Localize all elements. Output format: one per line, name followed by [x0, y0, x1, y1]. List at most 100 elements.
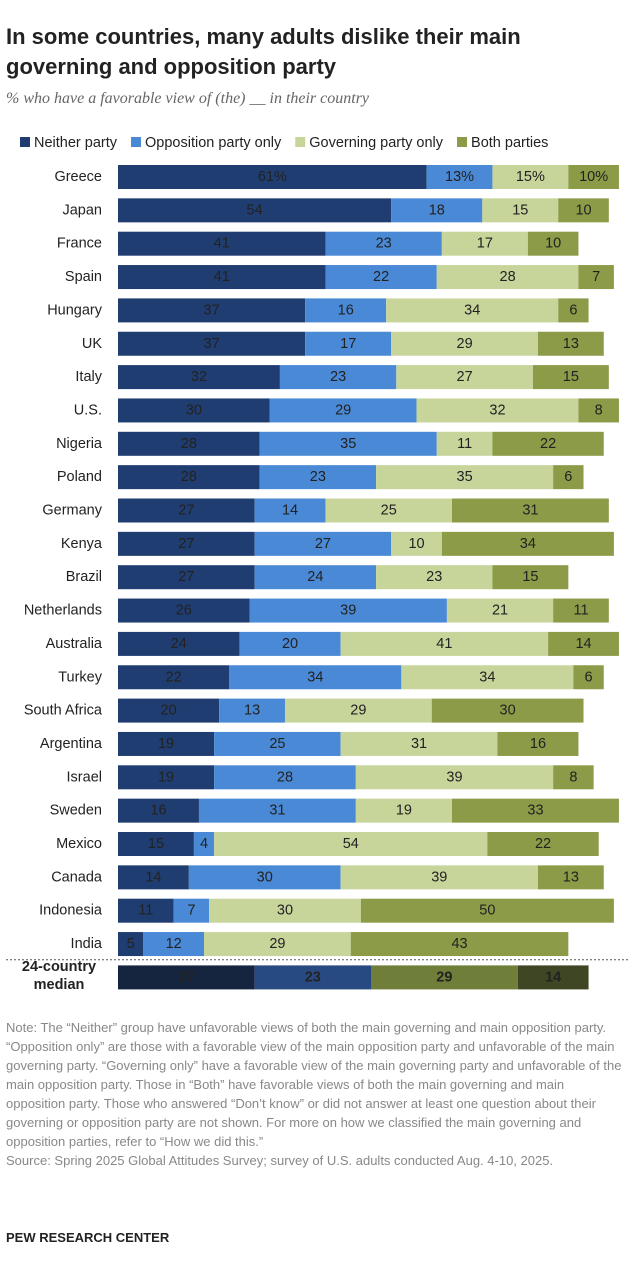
bar-segment [340, 865, 538, 890]
bar-segment [214, 731, 341, 756]
bar-segment [118, 331, 306, 356]
bar-segment [386, 298, 559, 323]
value-label: 20 [161, 703, 177, 719]
value-label: 29 [269, 936, 285, 952]
bar-segment [340, 731, 498, 756]
value-label: 13% [445, 169, 474, 185]
median-segment [118, 965, 255, 990]
value-label: 34 [479, 669, 495, 685]
median-value-label: 29 [436, 969, 452, 985]
bar-segment [118, 498, 255, 523]
category-label: Argentina [40, 736, 103, 752]
bar-segment [229, 665, 402, 690]
bar-segment [118, 698, 220, 723]
value-label: 13 [244, 703, 260, 719]
bar-segment [118, 598, 250, 623]
value-label: 43 [451, 936, 467, 952]
bar-segment [355, 765, 554, 790]
bar-segment [198, 798, 356, 823]
bar-segment [441, 231, 528, 256]
bar-segment [441, 531, 614, 556]
bar-segment [118, 465, 260, 490]
bar-segment [254, 498, 326, 523]
category-label: UK [82, 336, 102, 352]
category-label: France [57, 236, 102, 252]
value-label: 25 [381, 503, 397, 519]
value-label: 27 [315, 536, 331, 552]
median-segment [254, 965, 371, 990]
value-label: 27 [457, 369, 473, 385]
value-label: 31 [269, 803, 285, 819]
value-label: 15% [516, 169, 545, 185]
bar-segment [492, 565, 569, 590]
value-label: 15 [522, 569, 538, 585]
bar-segment [401, 665, 574, 690]
value-label: 25 [269, 736, 285, 752]
bar-segment [446, 598, 554, 623]
value-label: 30 [500, 703, 516, 719]
bar-segment [451, 798, 619, 823]
median-value-label: 27 [178, 969, 194, 985]
value-label: 6 [569, 302, 577, 318]
median-label: 24-country median [21, 959, 97, 994]
bar-segment [350, 932, 569, 957]
value-label: 27 [178, 536, 194, 552]
bar-segment [173, 898, 210, 923]
bar-segment [143, 932, 205, 957]
value-label: 30 [257, 869, 273, 885]
value-label: 30 [186, 402, 202, 418]
median-value-label: 23 [305, 969, 321, 985]
value-label: 11 [573, 603, 588, 619]
bar-segment [548, 631, 619, 656]
bar-segment [426, 165, 493, 189]
value-label: 27 [178, 503, 194, 519]
value-label: 33 [527, 803, 543, 819]
value-label: 19 [396, 803, 412, 819]
value-label: 29 [350, 703, 366, 719]
value-label: 10% [579, 169, 608, 185]
bar-segment [487, 832, 599, 856]
category-label: Hungary [47, 302, 103, 318]
value-label: 32 [191, 369, 207, 385]
value-label: 23 [310, 469, 326, 485]
legend-swatch [295, 137, 306, 147]
value-label: 13 [563, 336, 579, 352]
bar-segment [214, 832, 488, 856]
bar-segment [193, 832, 215, 856]
category-label: Indonesia [39, 903, 103, 919]
value-label: 35 [340, 436, 356, 452]
bar-segment [492, 431, 604, 456]
category-label: Poland [57, 469, 102, 485]
value-label: 54 [343, 836, 359, 852]
bar-segment [553, 598, 609, 623]
value-label: 41 [214, 269, 230, 285]
bar-segment [118, 365, 280, 390]
median-segment [517, 965, 589, 990]
bar-segment [259, 465, 377, 490]
value-label: 39 [340, 603, 356, 619]
chart-subtitle: % who have a favorable view of (the) __ … [6, 90, 370, 107]
category-label: Sweden [50, 803, 102, 819]
value-label: 28 [181, 469, 197, 485]
bar-segment [391, 198, 483, 223]
value-label: 17 [477, 236, 493, 252]
category-label: Japan [62, 202, 102, 218]
category-label: Spain [65, 269, 102, 285]
value-label: 24 [307, 569, 323, 585]
value-label: 10 [575, 202, 591, 218]
value-label: 31 [522, 503, 538, 519]
bar-segment [355, 798, 452, 823]
value-label: 15 [512, 202, 528, 218]
value-label: 28 [500, 269, 516, 285]
bar-segment [118, 832, 194, 856]
bar-segment [118, 565, 255, 590]
category-label: Germany [42, 503, 102, 519]
bar-segment [118, 165, 427, 189]
category-label: Italy [75, 369, 102, 385]
bar-segment [249, 598, 447, 623]
value-label: 21 [492, 603, 508, 619]
bar-segment [254, 565, 377, 590]
bar-segment [118, 898, 174, 923]
bar-segment [118, 798, 199, 823]
value-label: 16 [530, 736, 546, 752]
